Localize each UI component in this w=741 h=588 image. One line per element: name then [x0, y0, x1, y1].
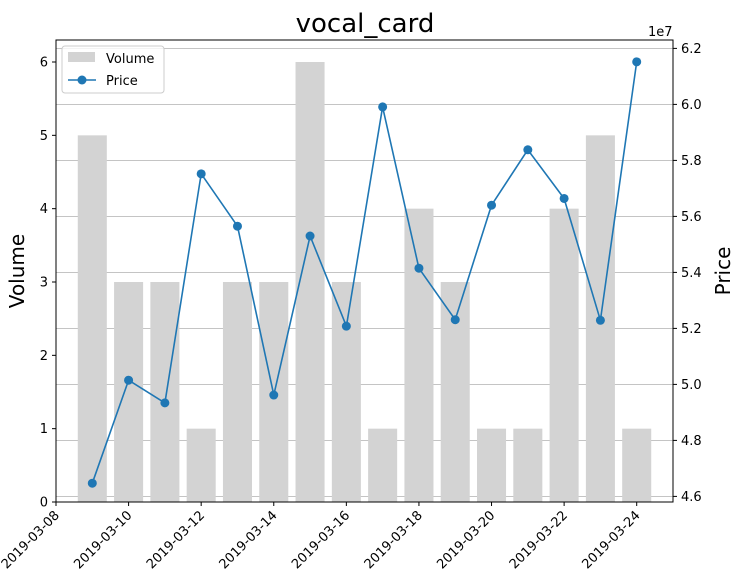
y-left-label: Volume — [5, 234, 29, 308]
y-right-tick-label: 5.0 — [681, 378, 702, 393]
x-tick-label: 2019-03-16 — [289, 508, 353, 572]
legend: Volume Price — [61, 45, 165, 94]
volume-bar — [477, 428, 507, 502]
legend-volume-label: Volume — [106, 52, 154, 67]
plot-frame — [55, 39, 674, 503]
price-point — [124, 375, 134, 385]
price-series-line — [91, 61, 638, 484]
y-left-tick-label: 2 — [40, 349, 48, 364]
volume-bar — [331, 282, 361, 502]
y-right-tick-label: 6.0 — [681, 98, 702, 113]
legend-volume-swatch — [68, 52, 95, 62]
y-left-tick-label: 3 — [40, 276, 48, 291]
volume-bar — [440, 282, 470, 502]
volume-bar — [150, 282, 180, 502]
price-point — [341, 321, 351, 331]
x-tick-label: 2019-03-20 — [434, 508, 498, 572]
price-point — [87, 478, 97, 488]
y-right-tick-label: 5.4 — [681, 266, 702, 281]
y-right-tick-label: 5.6 — [681, 210, 702, 225]
volume-bar — [404, 208, 434, 502]
price-point — [378, 102, 388, 112]
volume-bars — [77, 62, 652, 503]
price-point — [196, 169, 206, 179]
price-point — [523, 145, 533, 155]
price-point — [450, 315, 460, 325]
y-right-tick-label: 5.8 — [681, 154, 702, 169]
chart-title: vocal_card — [296, 9, 435, 39]
price-point — [414, 263, 424, 273]
x-tick-label: 2019-03-14 — [217, 508, 281, 572]
y-left-tick-label: 1 — [40, 422, 48, 437]
y-left-tick-label: 0 — [40, 496, 48, 511]
y-left-tick-label: 6 — [40, 56, 48, 71]
volume-bar — [368, 428, 398, 502]
price-point — [632, 57, 642, 67]
y-left-tick-label: 4 — [40, 202, 48, 217]
volume-bar — [549, 208, 579, 502]
x-tick-label: 2019-03-12 — [144, 508, 208, 572]
y-left-tick-label: 5 — [40, 129, 48, 144]
price-line — [87, 57, 642, 488]
volume-bar — [222, 282, 252, 502]
y-right-tick-label: 4.8 — [681, 434, 702, 449]
price-point — [305, 231, 315, 241]
y-right-tick-label: 4.6 — [681, 490, 702, 505]
y-right-tick-label: 5.2 — [681, 322, 702, 337]
y-right-tick-label: 6.2 — [681, 42, 702, 57]
y-right-label: Price — [711, 247, 735, 296]
x-tick-label: 2019-03-08 — [0, 508, 63, 572]
grid — [56, 48, 673, 497]
x-tick-label: 2019-03-24 — [579, 508, 643, 572]
y-right-offset-text: 1e7 — [648, 25, 673, 40]
volume-bar — [77, 135, 107, 503]
x-tick-label: 2019-03-22 — [507, 508, 571, 572]
volume-bar — [186, 428, 216, 502]
price-point — [487, 200, 497, 210]
price-point — [269, 390, 279, 400]
x-tick-label: 2019-03-10 — [71, 508, 135, 572]
volume-bar — [622, 428, 652, 502]
price-point — [232, 221, 242, 231]
legend-price-label: Price — [106, 74, 138, 89]
price-point — [559, 193, 569, 203]
price-point — [595, 315, 605, 325]
x-tick-label: 2019-03-18 — [362, 508, 426, 572]
volume-bar — [513, 428, 543, 502]
legend-price-marker — [77, 75, 87, 85]
volume-bar — [114, 282, 144, 502]
price-point — [160, 398, 170, 408]
